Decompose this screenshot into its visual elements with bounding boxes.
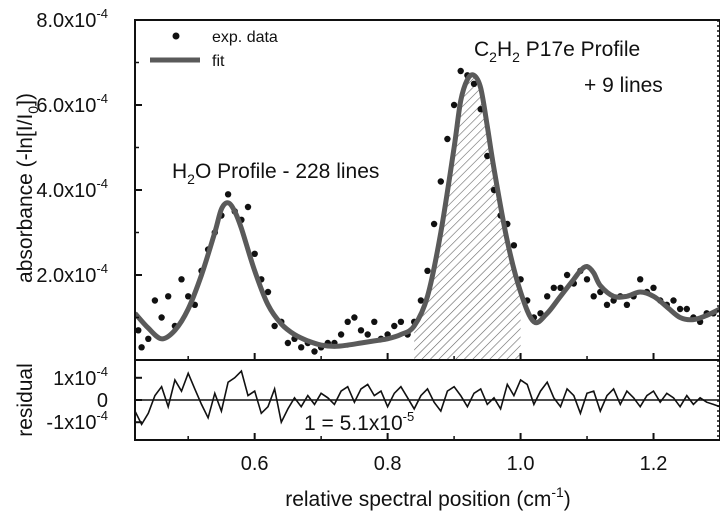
data-point xyxy=(138,344,145,351)
data-point xyxy=(470,80,478,88)
y-tick-label: 4.0x10-4 xyxy=(36,176,108,202)
residual-series xyxy=(135,369,720,427)
x-tick-label: 0.6 xyxy=(241,453,269,475)
data-point xyxy=(135,327,142,334)
data-point xyxy=(424,267,431,274)
residual-axis-title: residual xyxy=(14,363,37,437)
data-point xyxy=(537,310,544,317)
residual-y-tick-label: 0 xyxy=(97,390,108,412)
data-point xyxy=(397,318,405,325)
data-point xyxy=(371,318,378,325)
data-point xyxy=(178,276,185,283)
axis-ticks: 2.0x10-4 4.0x10-4 6.0x10-4 8.0x10-4 1x10-40-… xyxy=(36,6,720,475)
data-point xyxy=(676,305,684,313)
x-tick-label: 0.8 xyxy=(374,453,402,475)
data-point xyxy=(165,293,172,300)
c2h2-shaded-area xyxy=(414,74,521,360)
data-point xyxy=(351,314,358,321)
data-point xyxy=(158,314,165,321)
data-point xyxy=(603,301,611,308)
data-point xyxy=(650,284,657,291)
data-point xyxy=(683,305,690,313)
data-point xyxy=(590,293,597,300)
legend: exp. data fit xyxy=(150,29,278,70)
data-point xyxy=(444,135,451,143)
data-point xyxy=(450,101,458,109)
data-point xyxy=(284,339,292,347)
data-point xyxy=(557,284,564,291)
data-point xyxy=(670,297,677,304)
data-point xyxy=(185,293,192,300)
data-point xyxy=(357,327,365,334)
data-point xyxy=(151,297,159,304)
residual-y-tick-label: -1x10-4 xyxy=(46,408,108,434)
h2o-profile-label: H2O Profile - 228 lines xyxy=(172,160,379,187)
y-tick-label: 6.0x10-4 xyxy=(36,91,108,117)
x-tick-label: 1.0 xyxy=(507,453,535,475)
shaded-region xyxy=(414,74,521,360)
data-point xyxy=(563,271,571,279)
x-tick-label: 1.2 xyxy=(640,453,668,475)
x-axis-title: relative spectral position (cm-1) xyxy=(285,484,571,511)
data-point xyxy=(457,67,464,75)
data-point xyxy=(364,331,371,338)
c2h2-profile-label: C2H2 P17e Profile xyxy=(474,38,640,65)
c2h2-lines-label: + 9 lines xyxy=(584,74,663,97)
data-point xyxy=(484,152,491,160)
data-point xyxy=(271,322,278,330)
data-point xyxy=(417,297,425,304)
data-point xyxy=(298,344,305,351)
residual-sigma-label: 1 = 5.1x10-5 xyxy=(304,409,414,435)
data-point xyxy=(311,348,318,355)
data-point xyxy=(550,284,557,291)
legend-fit-label: fit xyxy=(212,53,225,70)
residual-line xyxy=(135,369,720,427)
fit-line xyxy=(135,72,720,349)
y-tick-label: 8.0x10-4 xyxy=(36,6,108,32)
legend-exp-marker xyxy=(172,32,180,40)
data-point xyxy=(244,203,252,211)
data-point xyxy=(637,276,644,283)
residual-y-tick-label: 1x10-4 xyxy=(53,364,108,390)
data-point xyxy=(145,335,152,342)
data-point xyxy=(344,318,351,325)
data-point xyxy=(264,288,272,296)
legend-exp-label: exp. data xyxy=(212,29,278,46)
data-point xyxy=(510,242,518,249)
data-point xyxy=(544,293,551,300)
data-point xyxy=(337,331,345,338)
data-point xyxy=(251,250,258,257)
data-point xyxy=(430,220,438,228)
y-axis-title: absorbance (-ln[I/I0]) xyxy=(14,93,41,283)
data-point xyxy=(623,301,631,308)
data-point xyxy=(224,191,232,198)
fit-series xyxy=(135,72,720,349)
data-point xyxy=(391,322,398,330)
data-point xyxy=(437,178,444,185)
data-point xyxy=(583,276,591,283)
y-tick-label: 2.0x10-4 xyxy=(36,261,108,287)
